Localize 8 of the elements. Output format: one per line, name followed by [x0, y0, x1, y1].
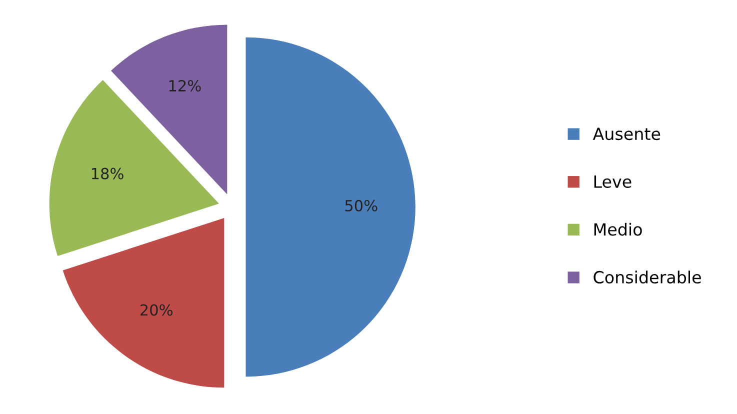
data-label: 18% [92, 168, 124, 180]
legend-label: Considerable [594, 270, 701, 284]
legend-label: Medio [594, 222, 642, 236]
legend-label: Leve [594, 176, 632, 188]
data-label: 12% [169, 80, 201, 92]
legend-label: Ausente [592, 128, 660, 140]
data-label: 50% [345, 200, 378, 212]
data-label: 20% [140, 304, 172, 316]
